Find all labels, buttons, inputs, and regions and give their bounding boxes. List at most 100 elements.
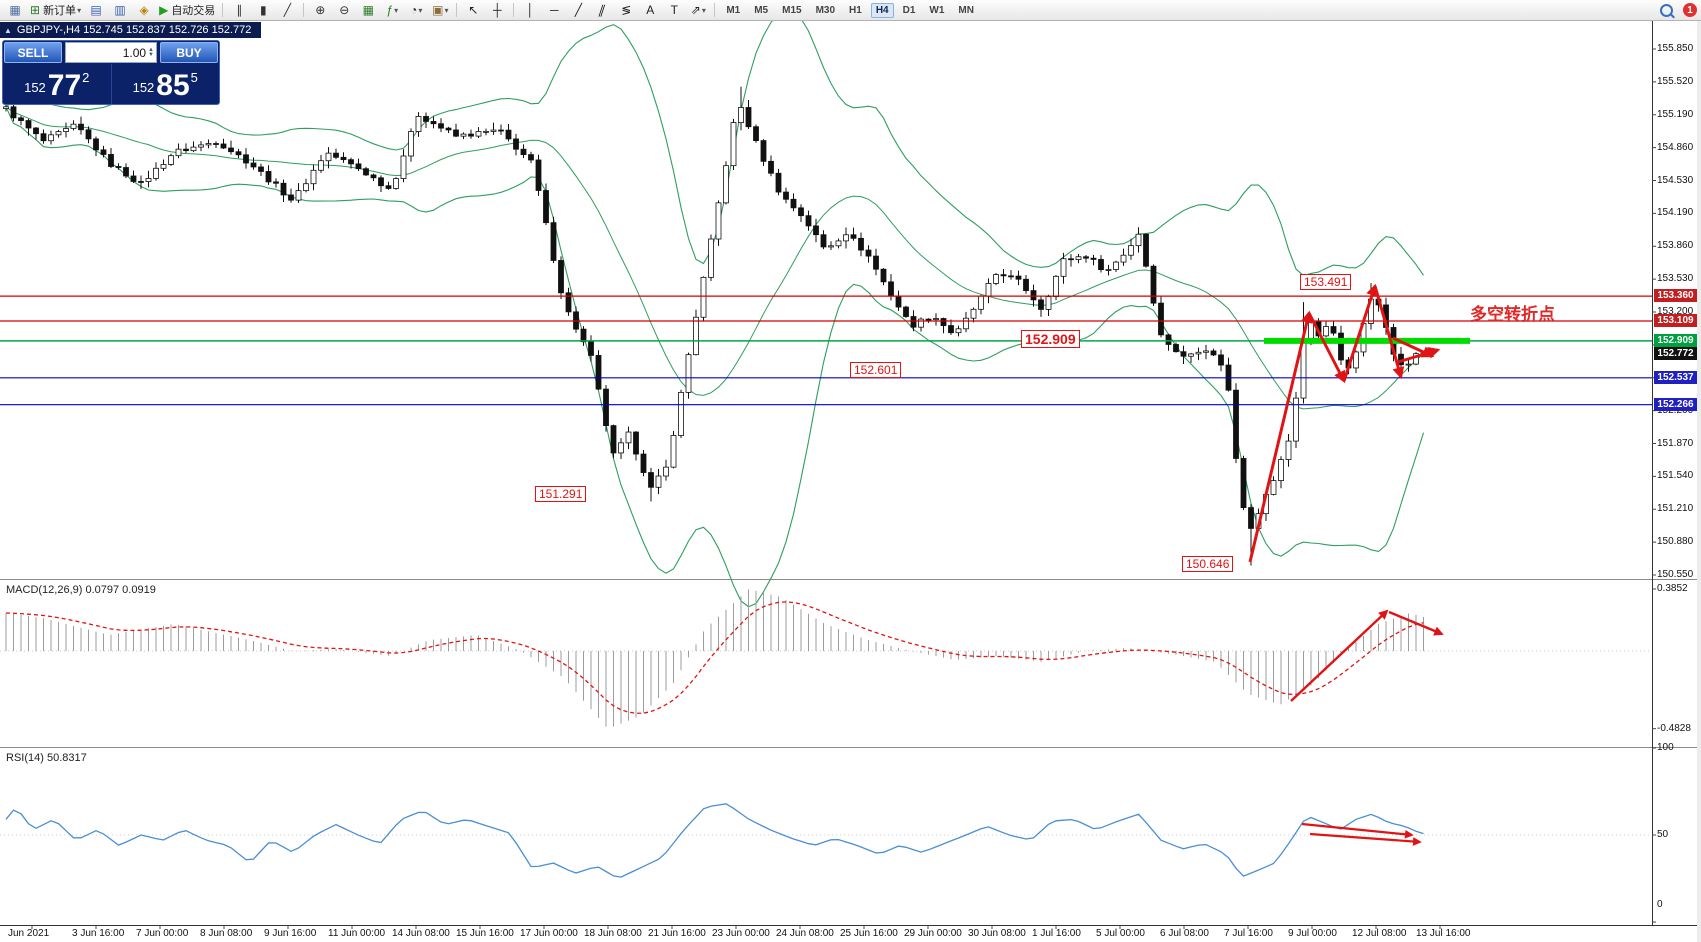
chart-symbol-info: ▲ GBPJPY-,H4 152.745 152.837 152.726 152… (0, 22, 262, 38)
label-icon-glyph-icon: T (670, 3, 678, 17)
trendline-icon[interactable]: ╱ (567, 2, 589, 18)
text-icon[interactable]: A (639, 2, 661, 18)
sell-price-prefix: 152 (24, 80, 46, 95)
bar-chart-icon[interactable]: ∥ (228, 2, 250, 18)
new-order-button[interactable]: ⊞ 新订单 ▾ (28, 2, 83, 18)
price-badge: 153.360 (1654, 289, 1697, 303)
label-icon[interactable]: T (663, 2, 685, 18)
price-tick: 150.880 (1657, 536, 1694, 548)
window-edge (1697, 20, 1701, 942)
templates-icon-glyph-icon: ▣ (432, 3, 444, 17)
zoom-in-icon[interactable]: ⊕ (309, 2, 331, 18)
volume-up-icon[interactable]: ▲ (148, 46, 154, 53)
current-price-badge: 152.772 (1654, 347, 1697, 361)
timeframe-button-m5[interactable]: M5 (754, 4, 769, 16)
timeframe-button-m15[interactable]: M15 (782, 4, 802, 16)
crosshair-icon[interactable]: ┼ (486, 2, 508, 18)
timeframe-button-m30[interactable]: M30 (815, 4, 836, 16)
timeframe-button-h4[interactable]: H4 (870, 2, 894, 18)
fibonacci-icon[interactable]: ≶ (615, 2, 637, 18)
time-label: 15 Jun 16:00 (456, 928, 514, 939)
time-label: 29 Jun 00:00 (904, 928, 962, 939)
timeframe-button-w1[interactable]: W1 (929, 4, 945, 16)
price-tick: 153.200 (1657, 306, 1694, 317)
line-chart-icon[interactable]: ╱ (276, 2, 298, 18)
zoom-out-icon[interactable]: ⊖ (333, 2, 355, 18)
time-label: 9 Jul 00:00 (1288, 928, 1337, 939)
data-window-icon[interactable]: ▥ (109, 2, 131, 18)
channel-icon[interactable]: ∥ (591, 2, 613, 18)
market-watch-icon-glyph-icon: ▤ (90, 3, 102, 17)
sell-price[interactable]: 152 77 2 (3, 64, 111, 104)
price-scale[interactable]: 155.850 155.520 155.190 154.860 154.530 154.1… (1653, 20, 1701, 925)
time-label: 17 Jun 00:00 (520, 928, 578, 939)
collapse-icon[interactable]: ▲ (4, 25, 12, 35)
search-button[interactable] (1655, 2, 1677, 18)
indicators-icon-glyph-icon: ƒ (386, 3, 394, 17)
data-window-icon-glyph-icon: ▥ (114, 3, 126, 17)
navigator-icon[interactable]: ◈ (133, 2, 155, 18)
candlestick-chart-icon[interactable]: ▮ (252, 2, 274, 18)
volume-down-icon[interactable]: ▼ (148, 51, 154, 58)
autotrading-glyph-icon: ▶ (159, 3, 169, 17)
horizontal-line-icon[interactable]: ─ (543, 2, 565, 18)
bar-chart-icon-glyph-icon: ∥ (236, 3, 243, 17)
price-tick: 154.530 (1657, 174, 1694, 186)
time-label: 7 Jul 16:00 (1224, 928, 1273, 939)
indicators-icon[interactable]: ƒ ▾ (381, 2, 403, 18)
price-tick: 155.520 (1657, 75, 1694, 87)
periods-icon[interactable]: ◔ ▾ (405, 2, 427, 18)
rsi-tick: 50 (1657, 829, 1669, 840)
timeframe-button-m1[interactable]: M1 (726, 4, 741, 16)
price-tick: 155.190 (1657, 108, 1694, 120)
buy-button[interactable]: BUY (160, 42, 218, 63)
arrows-icon[interactable]: ⇗ ▾ (687, 2, 709, 18)
volume-steppers[interactable]: ▲ ▼ (146, 46, 156, 58)
horizontal-line-icon-glyph-icon: ─ (550, 3, 559, 17)
price-tick: 151.870 (1657, 437, 1694, 449)
chart-window-icon[interactable]: ▦ (4, 2, 26, 18)
zoom-in-icon-glyph-icon: ⊕ (315, 3, 326, 17)
crosshair-icon-glyph-icon: ┼ (493, 3, 502, 17)
time-label: 23 Jun 00:00 (712, 928, 770, 939)
cursor-icon[interactable]: ↖ (462, 2, 484, 18)
chart-window-icon-glyph-icon: ▦ (9, 3, 21, 17)
vertical-line-icon[interactable]: │ (519, 2, 541, 18)
buy-price-big: 85 (156, 69, 190, 102)
time-label: Jun 2021 (8, 928, 50, 939)
periods-icon-glyph-icon: ◔ (410, 3, 418, 17)
templates-icon[interactable]: ▣ ▾ (429, 2, 451, 18)
volume-input[interactable]: 1.00 ▲ ▼ (65, 42, 157, 63)
new-order-glyph-icon: ⊞ (30, 3, 41, 17)
autotrading-button[interactable]: ▶ 自动交易 (157, 2, 217, 18)
sell-price-big: 77 (47, 69, 82, 102)
dropdown-caret-icon: ▾ (418, 5, 423, 15)
time-label: 5 Jul 00:00 (1096, 928, 1145, 939)
price-tick: 150.550 (1657, 569, 1694, 580)
cursor-icon-glyph-icon: ↖ (468, 3, 479, 17)
tile-windows-icon[interactable]: ▦ (357, 2, 379, 18)
timeframe-button-mn[interactable]: MN (958, 4, 974, 16)
price-tick: 151.210 (1657, 503, 1694, 515)
buy-price[interactable]: 152 85 5 (110, 64, 220, 104)
timeframe-button-h1[interactable]: H1 (849, 4, 862, 16)
price-tick: 154.190 (1657, 207, 1694, 219)
market-watch-icon[interactable]: ▤ (85, 2, 107, 18)
timeframe-button-d1[interactable]: D1 (902, 4, 916, 16)
symbol-ohlc-text: GBPJPY-,H4 152.745 152.837 152.726 152.7… (16, 24, 252, 36)
time-label: 18 Jun 08:00 (584, 928, 642, 939)
rsi-tick: 100 (1657, 742, 1674, 753)
time-label: 3 Jun 16:00 (72, 928, 125, 939)
price-badge: 152.909 (1654, 333, 1697, 347)
sell-button[interactable]: SELL (4, 42, 62, 63)
time-scale[interactable]: Jun 2021 3 Jun 16:00 7 Jun 00:00 8 Jun 08:0… (0, 925, 1701, 942)
volume-value: 1.00 (122, 45, 147, 60)
price-badge: 152.266 (1654, 397, 1697, 411)
notification-badge[interactable]: 1 (1683, 3, 1697, 17)
rsi-label: RSI(14) 50.8317 (6, 752, 87, 764)
tile-windows-icon-glyph-icon: ▦ (362, 3, 374, 17)
toolbar-separator (222, 3, 224, 17)
zoom-out-icon-glyph-icon: ⊖ (339, 3, 350, 17)
price-tick: 153.860 (1657, 240, 1694, 252)
